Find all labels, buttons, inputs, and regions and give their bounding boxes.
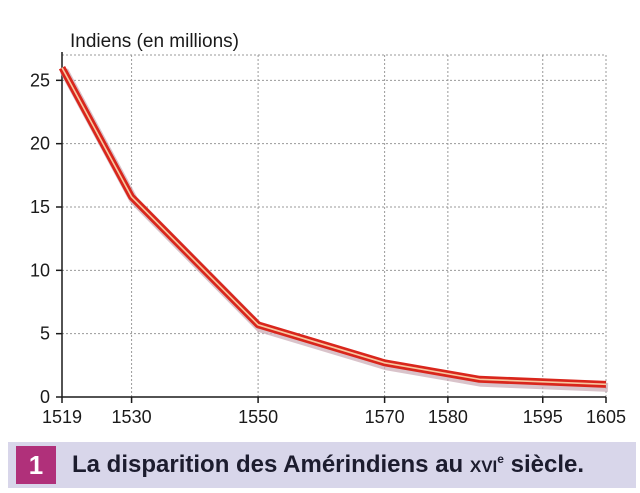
caption-text-before: La disparition des Amérindiens au <box>72 451 470 478</box>
caption-bar: 1 La disparition des Amérindiens au XVIe… <box>8 442 636 488</box>
x-tick-label: 1605 <box>586 407 626 427</box>
caption-century: XVI <box>469 457 498 476</box>
y-ticks: 0 5 10 15 20 25 <box>30 70 62 407</box>
y-tick-label: 10 <box>30 260 50 280</box>
caption-title: La disparition des Amérindiens au XVIe s… <box>72 451 584 479</box>
x-tick-label: 1519 <box>42 407 82 427</box>
axes <box>61 52 606 398</box>
caption-number: 1 <box>16 446 56 484</box>
line-chart: Indiens (en millions) 0 5 10 15 20 25 1519 153… <box>30 31 626 427</box>
y-tick-label: 5 <box>40 324 50 344</box>
x-tick-label: 1595 <box>523 407 563 427</box>
caption-century-sup: e <box>497 452 504 466</box>
data-series <box>58 66 609 392</box>
y-axis-label: Indiens (en millions) <box>70 31 239 52</box>
series-line <box>58 66 607 388</box>
y-tick-label: 0 <box>40 387 50 407</box>
series-line-highlight <box>61 67 607 386</box>
x-tick-label: 1530 <box>112 407 152 427</box>
y-tick-label: 25 <box>30 70 50 90</box>
series-line-shadow <box>60 68 609 392</box>
x-tick-label: 1570 <box>365 407 405 427</box>
grid <box>62 54 607 397</box>
y-tick-label: 20 <box>30 134 50 154</box>
y-tick-label: 15 <box>30 197 50 217</box>
x-tick-label: 1580 <box>428 407 468 427</box>
x-ticks: 1519 1530 1550 1570 1580 1595 1605 <box>42 397 626 427</box>
x-tick-label: 1550 <box>238 407 278 427</box>
caption-text-after: siècle. <box>503 451 585 478</box>
